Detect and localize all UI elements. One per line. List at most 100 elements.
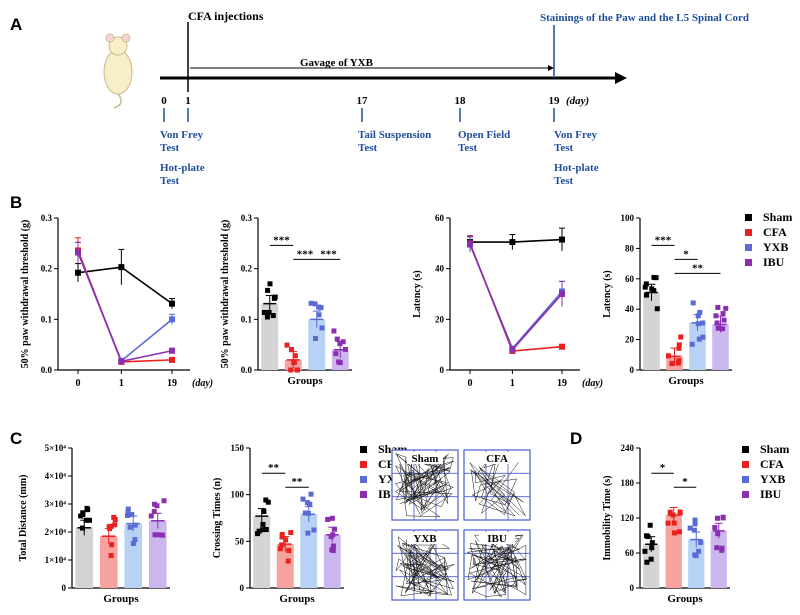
- c1-dot-sham: [79, 525, 85, 531]
- d1-dot-cfa: [677, 509, 683, 515]
- b2-dot-yxb: [308, 300, 314, 306]
- b2-bar-yxb: [308, 319, 326, 370]
- c1-dot-ibu: [152, 501, 158, 507]
- panel-letter-b: B: [10, 193, 22, 212]
- c2-dot-cfa: [283, 537, 289, 543]
- c2-dot-cfa: [279, 534, 285, 540]
- d1-ytick-label: 180: [621, 478, 635, 488]
- d1-dot-cfa: [677, 529, 683, 535]
- b3-series-sham: [470, 238, 563, 243]
- c1-dot-sham: [83, 517, 89, 523]
- b4-dot-yxb: [700, 320, 706, 326]
- c2-dot-cfa: [286, 548, 292, 554]
- d1-dot-cfa: [671, 530, 677, 536]
- c1-bar-yxb: [124, 523, 143, 588]
- c2-dot-ibu: [325, 516, 331, 522]
- b2-dot-sham: [264, 314, 270, 320]
- b4-dot-cfa: [666, 353, 672, 359]
- c1-ytick-label: 4×10⁴: [45, 471, 67, 481]
- d1-dot-ibu: [712, 525, 718, 531]
- b2-sig-label: ***: [320, 248, 337, 260]
- test-hotplate-1-l1: Hot-plate: [160, 162, 205, 174]
- day-18: 18: [455, 95, 467, 107]
- test-vonfrey-2-l1: Von Frey: [554, 129, 598, 141]
- b4-dot-ibu: [723, 305, 729, 311]
- b2-dot-sham: [261, 309, 267, 315]
- test-hotplate-1-l2: Test: [160, 175, 179, 187]
- c2-dot-sham: [263, 527, 269, 533]
- openfield-track-ibu: [466, 532, 528, 597]
- day-19: 19: [549, 95, 561, 107]
- c2-ytick-label: 50: [235, 536, 245, 546]
- d1-dot-yxb: [693, 553, 699, 559]
- c2-dot-ibu: [330, 543, 336, 549]
- chart-c1-distance-bar: 0 1×10⁴ 2×10⁴ 3×10⁴ 4×10⁴ 5×10⁴ Total Distance…: [18, 443, 170, 605]
- b4-dot-yxb: [689, 341, 695, 347]
- c1-bar-ibu: [148, 520, 167, 588]
- b4-sig-label: ***: [655, 234, 672, 246]
- c1-dot-yxb: [132, 537, 138, 543]
- c2-dot-yxb: [304, 500, 310, 506]
- openfield-label-bg: [407, 532, 443, 544]
- b4-dot-sham: [653, 275, 659, 281]
- test-tail-l1: Tail Suspension: [358, 129, 431, 141]
- c1-ytick-label: 0: [62, 583, 67, 593]
- b1-point-ibu: [118, 358, 125, 365]
- openfield-label-cfa: CFA: [486, 453, 508, 465]
- b3-point-sham: [509, 239, 516, 246]
- c1-dot-yxb: [127, 524, 133, 530]
- legend-marker-cfa: [745, 229, 752, 236]
- legend-marker-cfa: [360, 461, 367, 468]
- b3-ylabel: Latency (s): [412, 270, 423, 318]
- test-tail-l2: Test: [358, 142, 377, 154]
- d1-dot-cfa: [667, 509, 673, 515]
- c1-dot-yxb: [124, 513, 130, 519]
- b4-dot-cfa: [676, 345, 682, 351]
- c2-dot-ibu: [330, 548, 336, 554]
- d1-dot-sham: [647, 522, 653, 528]
- c2-dot-cfa: [279, 542, 285, 548]
- d1-dot-ibu: [715, 531, 721, 537]
- b2-dot-sham: [270, 313, 276, 319]
- b3-xtick-label: 1: [510, 378, 515, 389]
- b2-bar-sham: [261, 303, 279, 370]
- b4-ytick-label: 0: [630, 365, 635, 375]
- d1-dot-yxb: [687, 525, 693, 531]
- b2-ylabel: 50% paw withdrawal threshold (g): [220, 220, 231, 369]
- c2-ytick-label: 0: [240, 583, 245, 593]
- openfield-label-bg: [479, 452, 515, 464]
- b1-point-sham: [118, 264, 125, 271]
- c1-dot-ibu: [152, 532, 158, 538]
- b3-point-ibu: [467, 240, 473, 247]
- legend-label-ibu: IBU: [763, 255, 785, 269]
- c2-dot-yxb: [302, 510, 308, 516]
- c2-xlabel: Groups: [279, 593, 315, 605]
- c2-dot-yxb: [305, 510, 311, 516]
- c1-dot-yxb: [129, 512, 135, 518]
- b2-ytick-label: 0.0: [241, 365, 253, 375]
- panel-letter-d: D: [570, 429, 582, 448]
- b3-ytick-label: 0: [440, 365, 445, 375]
- c2-dot-cfa: [285, 558, 291, 564]
- b4-ytick-label: 40: [625, 304, 635, 314]
- c2-dot-yxb: [300, 496, 306, 502]
- d1-ytick-label: 240: [621, 443, 635, 453]
- legend-label-yxb: YXB: [763, 240, 788, 254]
- b1-point-sham: [75, 269, 81, 276]
- b4-dot-sham: [644, 292, 650, 298]
- chart-c2-crossing-bar: 0 50 100 150 Crossing Times (n) Groups ** **: [212, 443, 344, 605]
- openfield-label-sham: Sham: [412, 453, 439, 465]
- b2-dot-cfa: [289, 347, 295, 353]
- b1-point-ibu: [169, 347, 175, 354]
- c2-dot-ibu: [331, 526, 337, 532]
- openfield-label-bg: [479, 532, 515, 544]
- b2-dot-yxb: [319, 325, 325, 331]
- d1-ytick-label: 60: [625, 548, 635, 558]
- b4-dot-cfa: [676, 358, 682, 364]
- d1-dot-ibu: [714, 545, 720, 551]
- c2-dot-sham: [256, 528, 262, 534]
- b2-dot-cfa: [292, 353, 298, 359]
- b3-xtick-label: 0: [468, 378, 473, 389]
- d1-xlabel: Groups: [667, 593, 703, 605]
